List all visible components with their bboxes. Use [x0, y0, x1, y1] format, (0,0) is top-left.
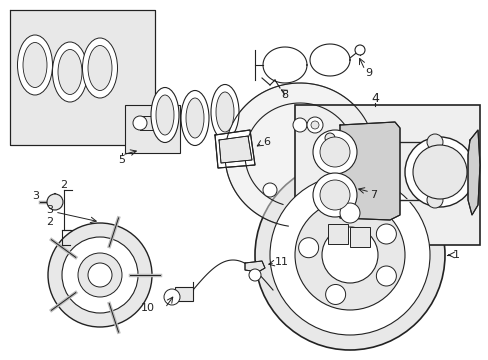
Circle shape	[312, 130, 356, 174]
Polygon shape	[215, 130, 254, 168]
Circle shape	[412, 145, 466, 199]
Circle shape	[354, 45, 364, 55]
Ellipse shape	[181, 90, 208, 145]
Polygon shape	[224, 83, 373, 226]
Circle shape	[312, 173, 356, 217]
Circle shape	[254, 160, 444, 350]
Text: 10: 10	[141, 303, 155, 313]
Text: 7: 7	[369, 190, 376, 200]
Text: 3: 3	[32, 191, 40, 201]
Bar	[349, 227, 369, 247]
Text: 11: 11	[274, 257, 288, 267]
Text: 6: 6	[263, 137, 269, 147]
Bar	[327, 224, 347, 244]
Bar	[175, 287, 193, 301]
Text: 2: 2	[46, 217, 54, 227]
Bar	[294, 105, 479, 245]
Ellipse shape	[58, 50, 82, 95]
Circle shape	[269, 175, 429, 335]
Text: 8: 8	[281, 90, 288, 100]
Ellipse shape	[88, 45, 112, 90]
Circle shape	[163, 289, 180, 305]
Ellipse shape	[156, 95, 174, 135]
Circle shape	[48, 223, 152, 327]
Circle shape	[88, 263, 112, 287]
Circle shape	[248, 269, 261, 281]
Circle shape	[78, 253, 122, 297]
Circle shape	[376, 266, 396, 286]
Circle shape	[298, 238, 318, 258]
Polygon shape	[10, 10, 155, 145]
Ellipse shape	[151, 87, 179, 143]
Ellipse shape	[82, 38, 117, 98]
Circle shape	[321, 227, 377, 283]
Polygon shape	[244, 261, 264, 272]
Bar	[125, 105, 180, 153]
Ellipse shape	[185, 98, 203, 138]
Circle shape	[263, 183, 276, 197]
Circle shape	[376, 224, 396, 244]
Text: 5: 5	[118, 155, 125, 165]
Polygon shape	[467, 130, 479, 215]
Ellipse shape	[216, 92, 234, 132]
Circle shape	[47, 194, 63, 210]
Circle shape	[306, 117, 323, 133]
Circle shape	[404, 137, 474, 207]
Ellipse shape	[23, 42, 47, 87]
Circle shape	[292, 118, 306, 132]
Circle shape	[325, 284, 345, 305]
Circle shape	[133, 116, 147, 130]
Text: 1: 1	[452, 250, 459, 260]
Circle shape	[319, 137, 349, 167]
Circle shape	[319, 180, 349, 210]
Circle shape	[158, 116, 172, 130]
Circle shape	[294, 200, 404, 310]
Circle shape	[310, 121, 318, 129]
Polygon shape	[219, 136, 251, 163]
Text: 4: 4	[370, 91, 378, 104]
Text: 3: 3	[46, 205, 53, 215]
Ellipse shape	[18, 35, 52, 95]
Polygon shape	[339, 122, 399, 220]
Circle shape	[325, 133, 334, 143]
Text: 9: 9	[364, 68, 371, 78]
Text: 2: 2	[61, 180, 67, 190]
Circle shape	[426, 134, 442, 150]
Circle shape	[339, 203, 359, 223]
Circle shape	[426, 192, 442, 208]
Ellipse shape	[210, 85, 239, 140]
Circle shape	[62, 237, 138, 313]
Ellipse shape	[52, 42, 87, 102]
